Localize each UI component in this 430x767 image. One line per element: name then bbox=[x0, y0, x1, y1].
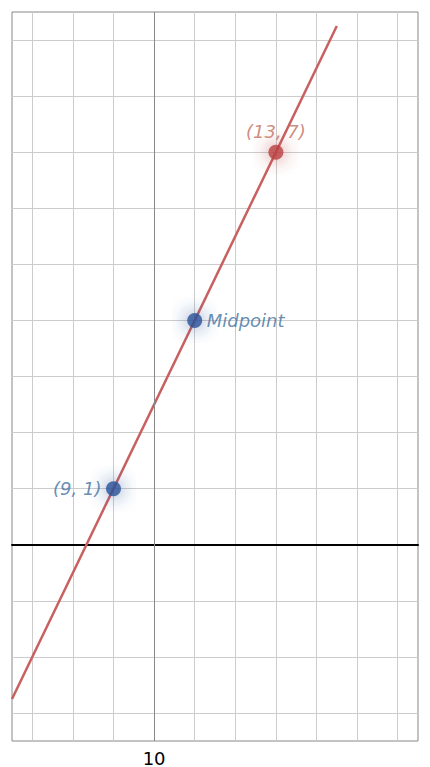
svg-text:(9, 1): (9, 1) bbox=[53, 478, 101, 499]
svg-text:Midpoint: Midpoint bbox=[207, 310, 286, 331]
svg-text:10: 10 bbox=[143, 748, 166, 767]
svg-text:(13, 7): (13, 7) bbox=[246, 121, 306, 142]
